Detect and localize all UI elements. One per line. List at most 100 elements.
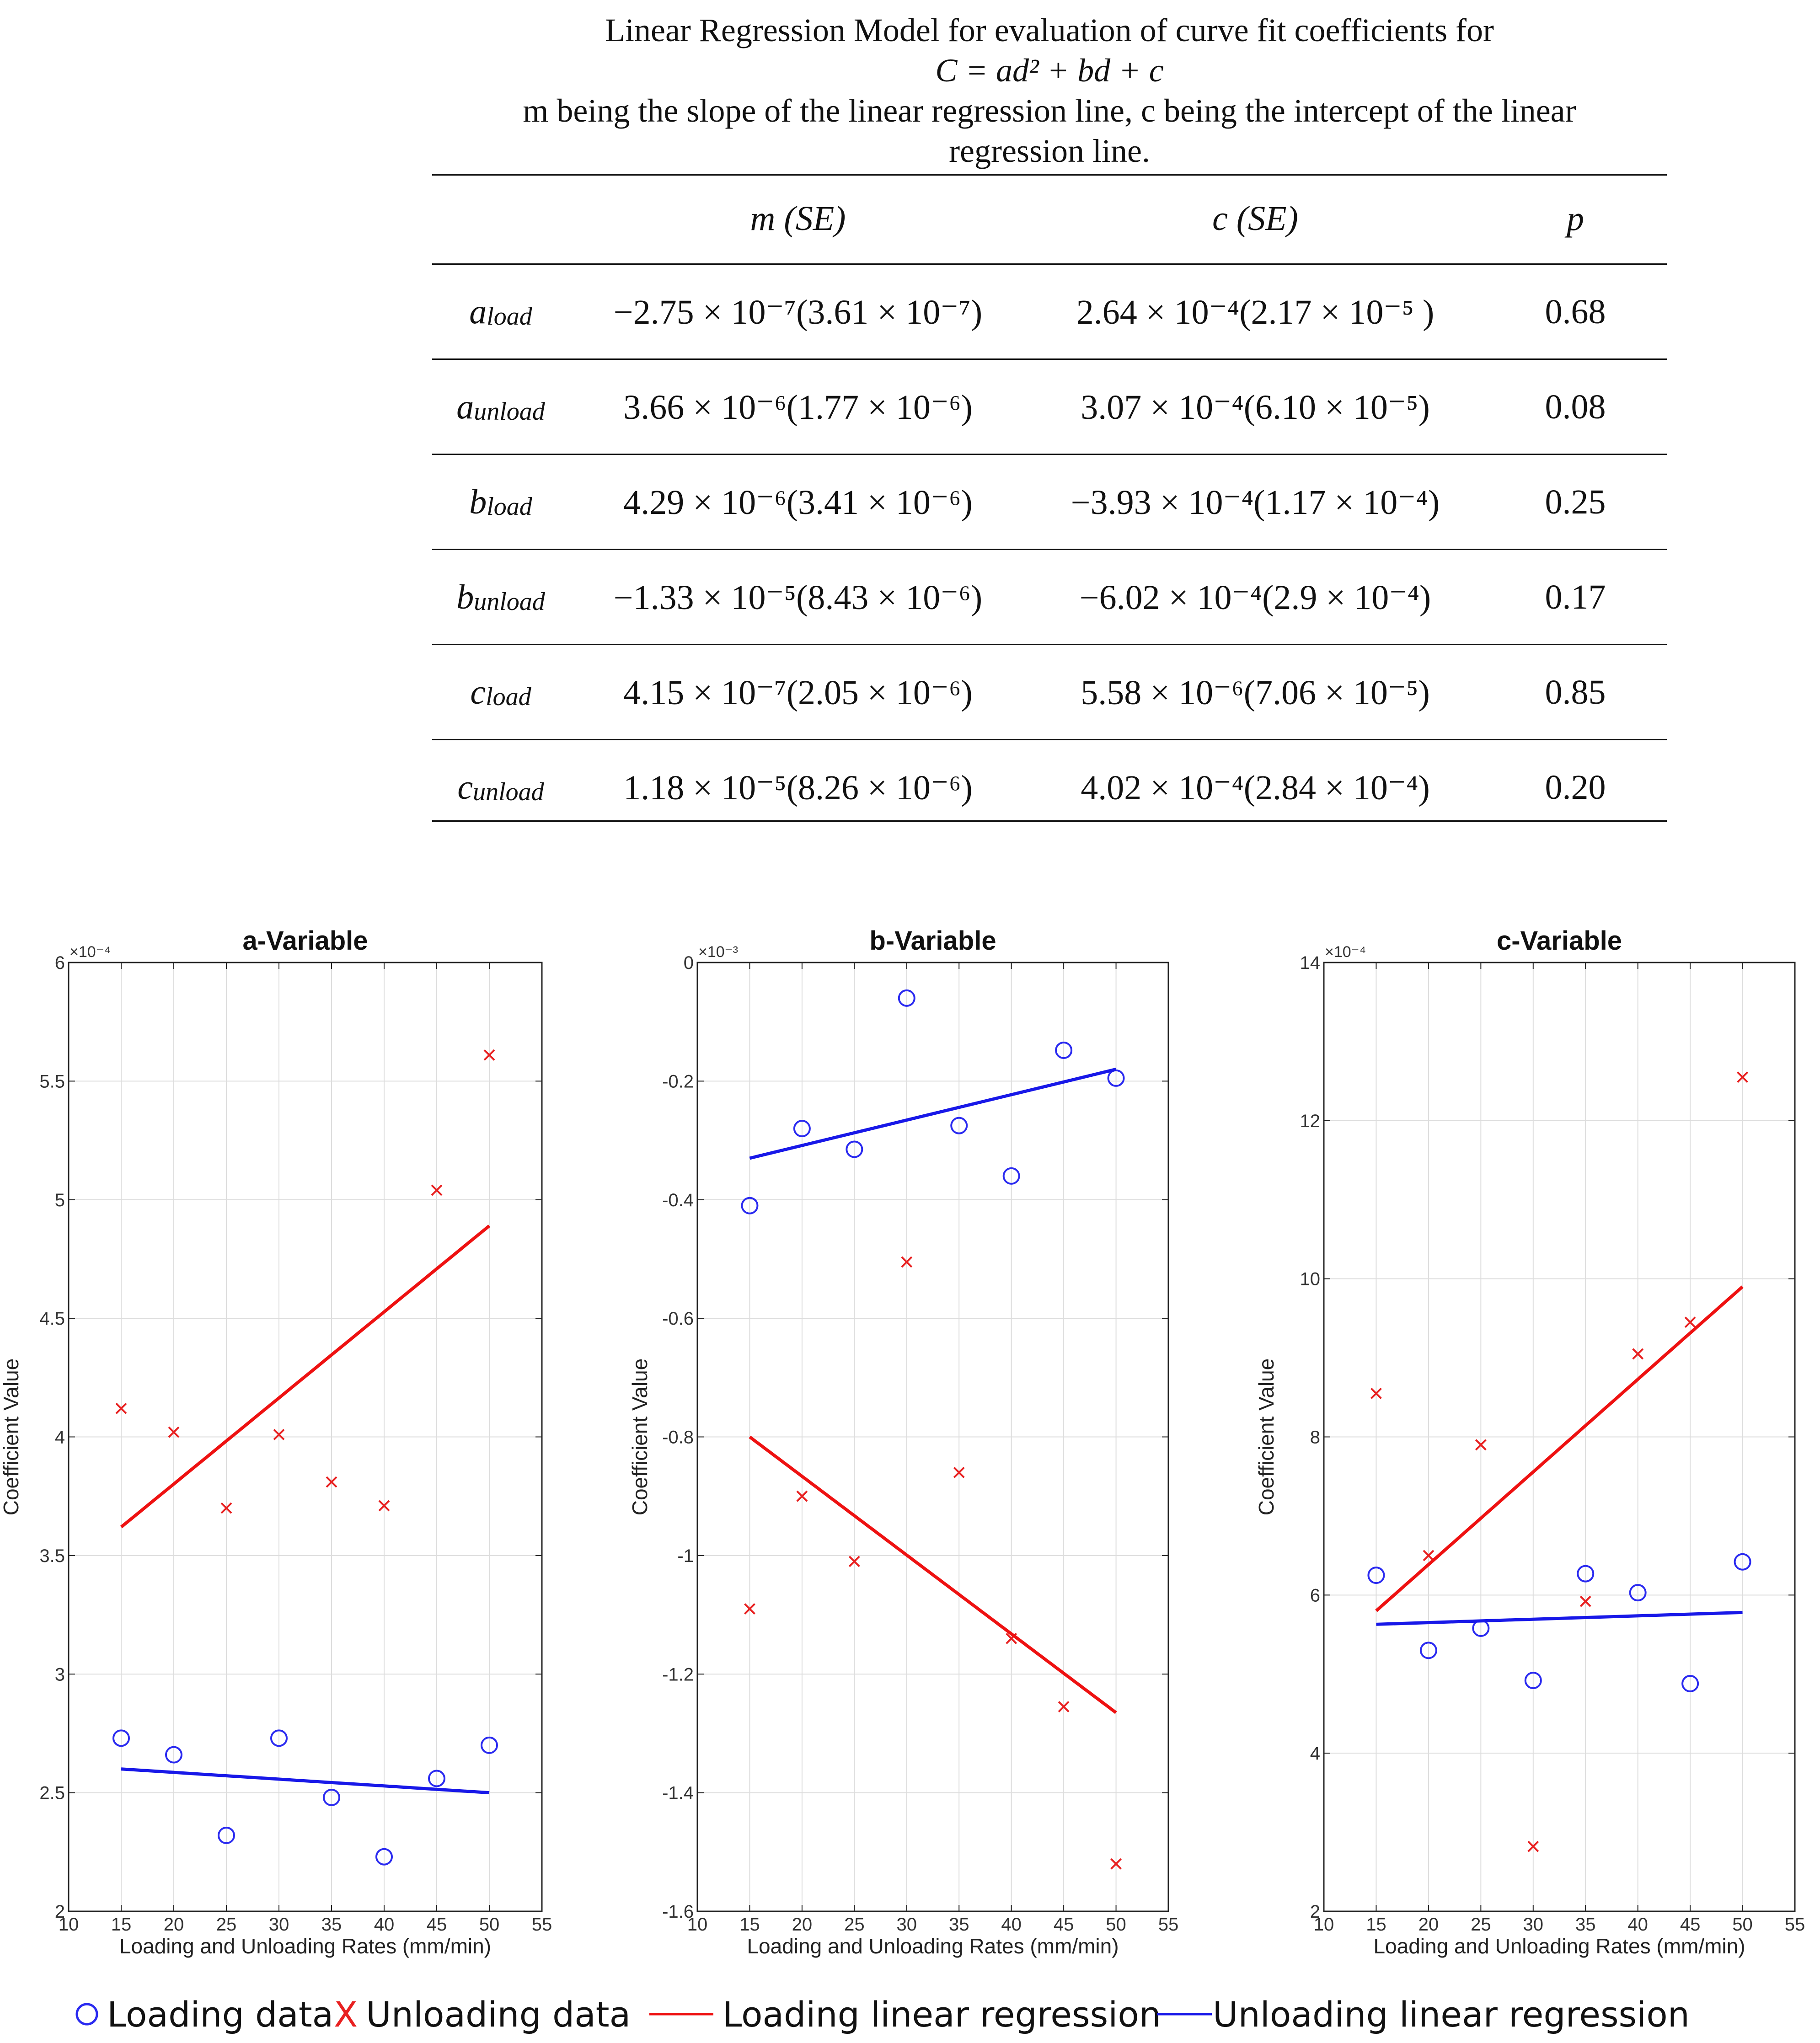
table-rule-bottom	[432, 820, 1667, 822]
x-tick-label: 35	[1575, 1915, 1596, 1935]
unloading-data-point	[1579, 1595, 1591, 1607]
x-axis-label: Loading and Unloading Rates (mm/min)	[119, 1934, 491, 1958]
x-tick-label: 50	[1106, 1915, 1126, 1935]
loading-data-point	[270, 1729, 288, 1747]
row-p: 0.85	[1545, 673, 1606, 711]
x-tick-label: 40	[1627, 1915, 1648, 1935]
unloading-data-point	[483, 1049, 495, 1061]
legend-loading-data: Loading data	[73, 1989, 333, 2039]
y-tick-label: 6	[55, 953, 65, 973]
table-row: c unload 1.18 × 10⁻⁵(8.26 × 10⁻⁶) 4.02 × …	[432, 741, 1667, 834]
chart-title: a-Variable	[242, 926, 368, 956]
x-tick-label: 20	[792, 1915, 813, 1935]
red-line-icon	[649, 2013, 713, 2016]
x-tick-label: 50	[479, 1915, 500, 1935]
y-tick-label: 10	[1300, 1269, 1321, 1289]
y-tick-label: 5.5	[39, 1071, 65, 1091]
axis-multiplier: ×10⁻³	[698, 943, 738, 961]
row-divider	[432, 739, 1667, 740]
legend-loading-regression: Loading linear regression	[649, 1989, 1161, 2039]
loading-data-point	[950, 1117, 968, 1134]
unloading-data-point	[1737, 1071, 1748, 1083]
c-variable-chart: 10 15 20 25 30 35 40 45 50 55 2 4 6 8 10 12 14 c-Variable…	[1254, 926, 1805, 1958]
row-p: 0.20	[1545, 768, 1606, 807]
table-equation: C = ad² + bd + c	[935, 52, 1164, 89]
row-m: 3.66 × 10⁻⁶(1.77 × 10⁻⁶)	[623, 388, 973, 427]
row-symbol: a unload	[456, 387, 545, 426]
unloading-data-point	[1684, 1316, 1696, 1328]
y-tick-label: 0	[684, 953, 694, 973]
unloading-data-point	[953, 1466, 965, 1478]
row-m: 4.29 × 10⁻⁶(3.41 × 10⁻⁶)	[623, 483, 973, 522]
y-axis-label: Coefficient Value	[1254, 1358, 1278, 1516]
y-tick-label: 2.5	[39, 1783, 65, 1803]
x-tick-label: 45	[427, 1915, 447, 1935]
x-tick-label: 35	[949, 1915, 969, 1935]
y-tick-label: 3.5	[39, 1546, 65, 1566]
row-m: 4.15 × 10⁻⁷(2.05 × 10⁻⁶)	[623, 674, 973, 712]
table-caption-line4: regression line.	[949, 133, 1150, 169]
loading-data-point	[793, 1120, 811, 1138]
row-divider	[432, 454, 1667, 455]
row-symbol: a load	[469, 292, 532, 331]
loading-data-point	[846, 1140, 863, 1158]
unloading-data-point	[168, 1426, 180, 1438]
table-grid: m (SE) c (SE) p a load −2.75 × 10⁻⁷(3.61 …	[432, 174, 1667, 823]
row-c: 3.07 × 10⁻⁴(6.10 × 10⁻⁵)	[1081, 388, 1430, 427]
unloading-data-point	[1475, 1439, 1487, 1451]
row-m: −2.75 × 10⁻⁷(3.61 × 10⁻⁷)	[613, 293, 983, 332]
y-tick-label: 5	[55, 1190, 65, 1210]
table-caption-line3: m being the slope of the linear regressi…	[523, 92, 1576, 129]
loading-data-point	[898, 989, 915, 1007]
a-variable-chart: 10 15 20 25 30 35 40 45 50 55 2 2.5 3 3.5 4 4.5 5 5.5 6 a-V…	[0, 926, 552, 1958]
row-symbol: c unload	[457, 768, 544, 807]
row-c: 4.02 × 10⁻⁴(2.84 × 10⁻⁴)	[1081, 769, 1430, 807]
table-header-row: m (SE) c (SE) p	[432, 174, 1667, 263]
table-row: b load 4.29 × 10⁻⁶(3.41 × 10⁻⁶) −3.93 × 1…	[432, 455, 1667, 549]
loading-data-point	[323, 1789, 340, 1806]
x-tick-label: 45	[1054, 1915, 1074, 1935]
row-symbol: b unload	[456, 578, 545, 616]
loading-data-point	[1734, 1553, 1751, 1571]
x-tick-label: 30	[1523, 1915, 1544, 1935]
loading-data-point	[741, 1197, 759, 1214]
loading-data-point	[481, 1736, 498, 1754]
x-tick-label: 55	[532, 1915, 552, 1935]
regression-line	[120, 1225, 491, 1529]
x-tick-label: 30	[269, 1915, 289, 1935]
x-tick-label: 30	[897, 1915, 917, 1935]
unloading-data-point	[220, 1502, 232, 1514]
y-tick-label: 4.5	[39, 1309, 65, 1329]
unloading-data-point	[273, 1428, 285, 1440]
loading-data-point	[112, 1729, 130, 1747]
plot-frame	[68, 962, 543, 1912]
y-axis-label: Coefficient Value	[628, 1358, 652, 1516]
y-tick-label: -1.6	[662, 1902, 694, 1922]
b-variable-chart: 10 15 20 25 30 35 40 45 50 55 -1.6 -1.4 -1.2 -1 -0.8 -0…	[628, 926, 1178, 1958]
x-tick-label: 10	[59, 1915, 79, 1935]
table-row: a load −2.75 × 10⁻⁷(3.61 × 10⁻⁷) 2.64 × 1…	[432, 265, 1667, 358]
x-tick-label: 25	[216, 1915, 237, 1935]
loading-data-point	[1681, 1675, 1699, 1692]
table-row: b unload −1.33 × 10⁻⁵(8.43 × 10⁻⁶) −6.02 …	[432, 551, 1667, 644]
regression-table: Linear Regression Model for evaluation o…	[432, 10, 1667, 171]
x-axis-label: Loading and Unloading Rates (mm/min)	[1373, 1934, 1745, 1958]
y-tick-label: -0.2	[662, 1071, 694, 1091]
blue-line-icon	[1157, 2013, 1212, 2016]
regression-line	[1376, 1610, 1743, 1626]
row-p: 0.25	[1545, 482, 1606, 521]
legend-loading-regression-label: Loading linear regression	[723, 1994, 1162, 2035]
row-symbol: b load	[469, 482, 532, 521]
header-cell-p: p	[1567, 199, 1584, 238]
x-marker-icon: X	[334, 1994, 358, 2035]
x-tick-label: 20	[164, 1915, 184, 1935]
loading-data-point	[428, 1770, 445, 1787]
x-tick-label: 50	[1732, 1915, 1753, 1935]
y-tick-label: -0.8	[662, 1428, 694, 1448]
x-tick-label: 35	[321, 1915, 342, 1935]
unloading-data-point	[1110, 1858, 1122, 1870]
y-tick-label: 12	[1300, 1111, 1321, 1131]
loading-data-point	[1002, 1167, 1020, 1185]
unloading-data-point	[431, 1184, 443, 1196]
row-p: 0.08	[1545, 387, 1606, 426]
